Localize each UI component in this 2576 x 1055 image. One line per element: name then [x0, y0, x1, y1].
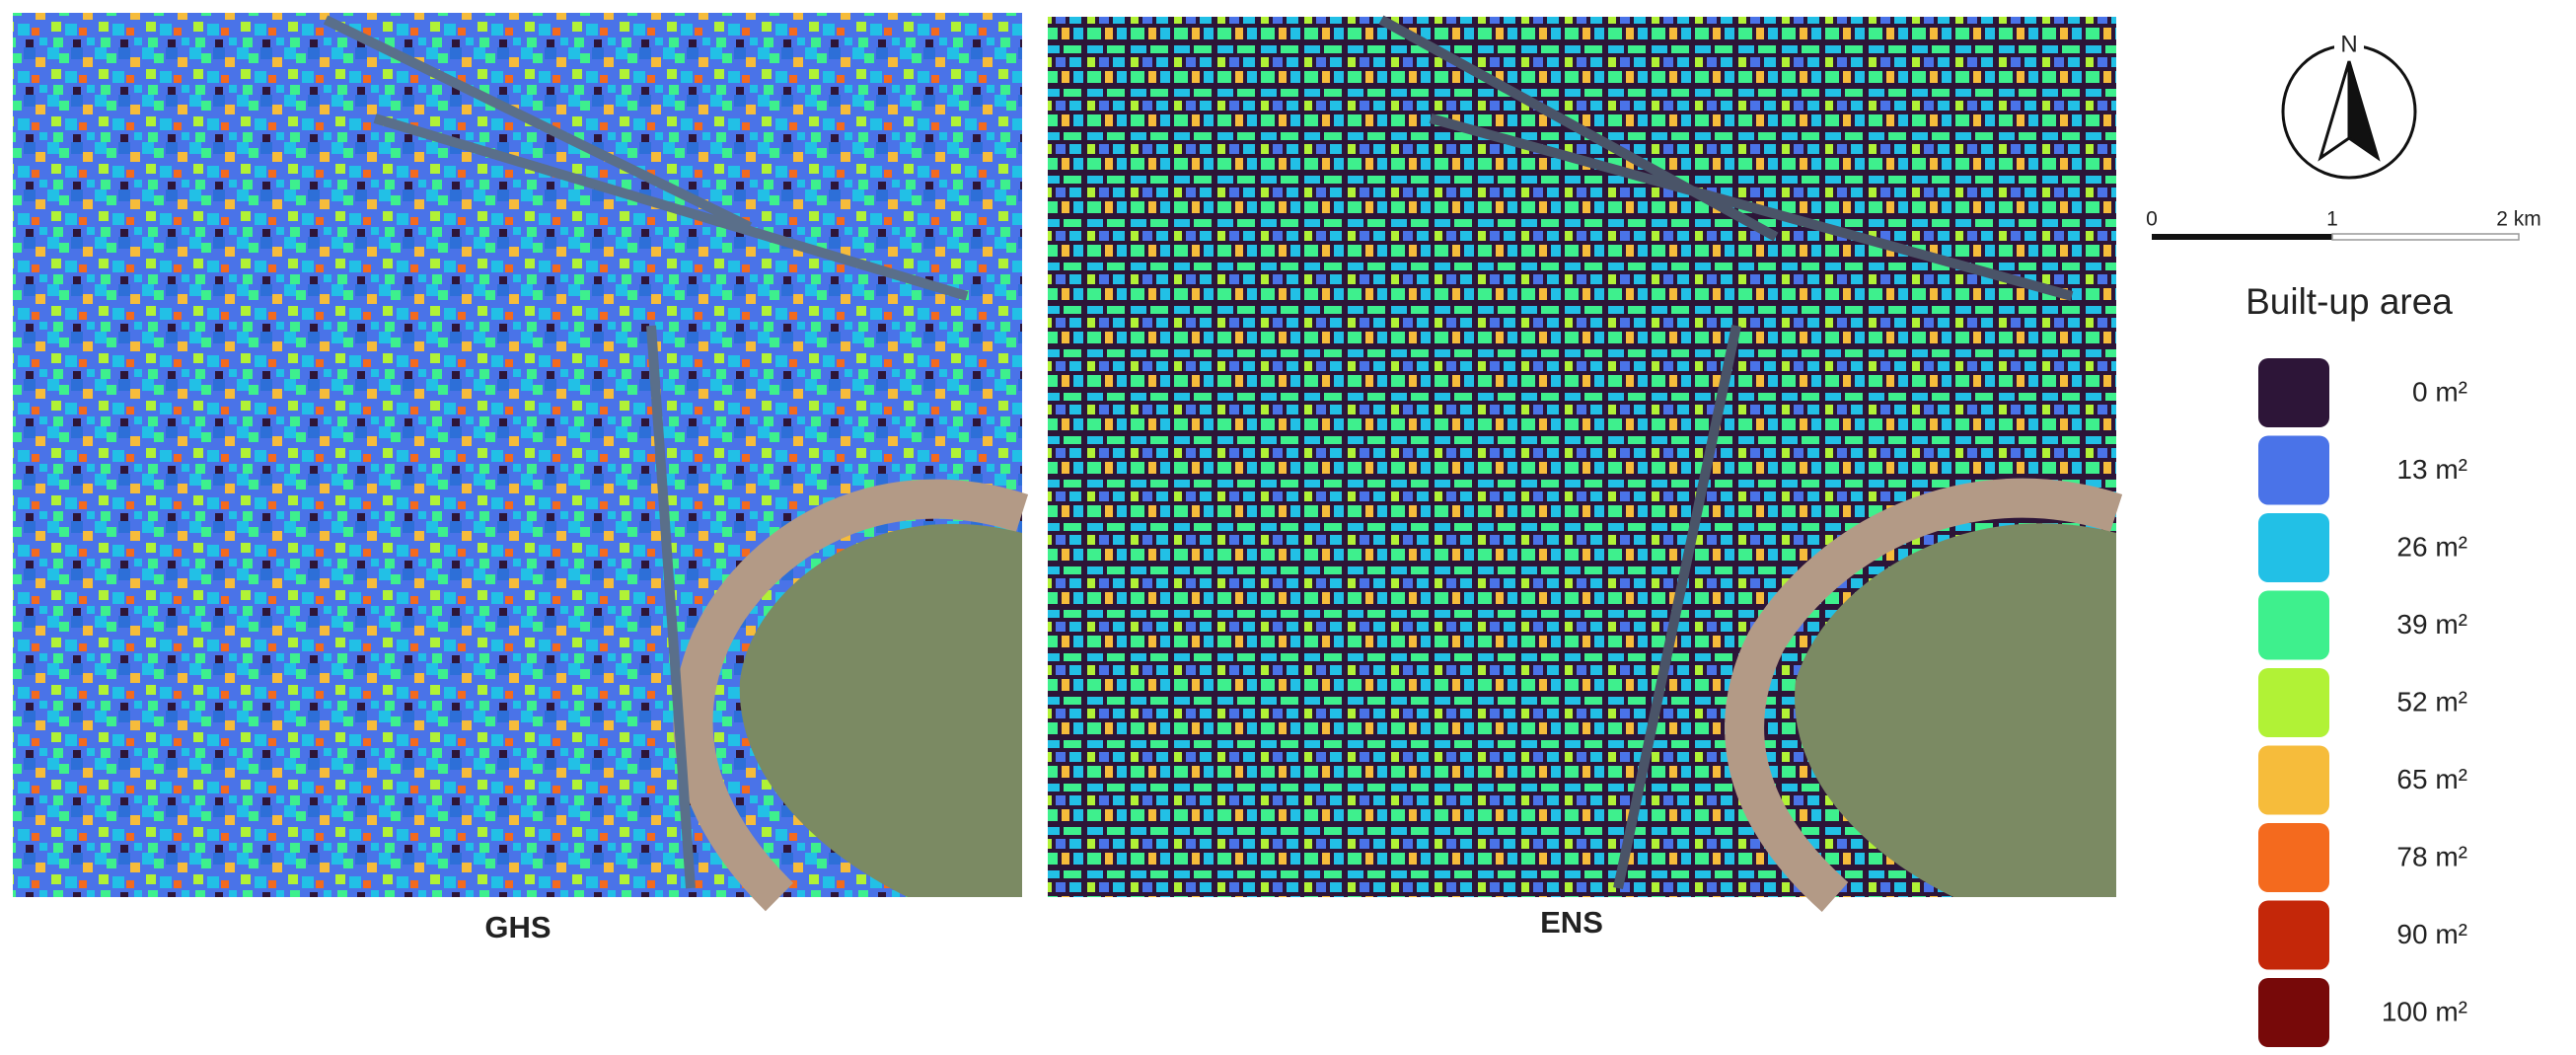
- legend-swatch: [2258, 900, 2329, 970]
- legend-swatch: [2258, 435, 2329, 505]
- legend-label: 26 m²: [2396, 531, 2467, 562]
- legend-label: 100 m²: [2382, 996, 2467, 1026]
- map-ghs: [13, 13, 1029, 912]
- legend-swatch: [2258, 745, 2329, 815]
- legend-swatch: [2258, 358, 2329, 427]
- legend-label: 90 m²: [2396, 919, 2467, 949]
- river: [1725, 478, 2123, 912]
- north-arrow-right: [2347, 60, 2381, 162]
- scale-segment: [2331, 233, 2520, 241]
- panel-label: GHS: [484, 910, 551, 944]
- legend-swatch: [2258, 978, 2329, 1047]
- map-ens: [1048, 15, 2123, 912]
- north-label: N: [2340, 31, 2357, 57]
- scale-label: 1: [2326, 208, 2338, 231]
- scale-segment: [2152, 234, 2332, 240]
- legend-title: Built-up area: [2245, 281, 2453, 322]
- legend-label: 78 m²: [2396, 841, 2467, 871]
- legend-swatch: [2258, 668, 2329, 737]
- legend-label: 13 m²: [2396, 454, 2467, 485]
- road: [1378, 15, 2074, 890]
- legend-swatch: [2258, 513, 2329, 582]
- legend: Built-up area 0 m² 13 m² 26 m² 39 m² 52 m² 65…: [2245, 281, 2467, 1047]
- legend-label: 52 m²: [2396, 686, 2467, 716]
- scale-bar: 0 1 2 km: [2146, 208, 2541, 241]
- park: [1795, 523, 2116, 897]
- park: [739, 523, 1022, 897]
- legend-label: 0 m²: [2412, 376, 2467, 407]
- legend-label: 65 m²: [2396, 764, 2467, 794]
- river: [673, 479, 1029, 912]
- legend-swatch: [2258, 590, 2329, 660]
- scale-label: 2 km: [2496, 208, 2541, 231]
- legend-swatch: [2258, 823, 2329, 892]
- north-arrow: N: [2281, 31, 2417, 180]
- north-label-bg: [2334, 34, 2364, 59]
- legend-label: 39 m²: [2396, 609, 2467, 640]
- road: [323, 15, 969, 889]
- scale-label: 0: [2146, 208, 2158, 231]
- north-arrow-left: [2318, 60, 2351, 162]
- panel-label: ENS: [1540, 905, 1603, 940]
